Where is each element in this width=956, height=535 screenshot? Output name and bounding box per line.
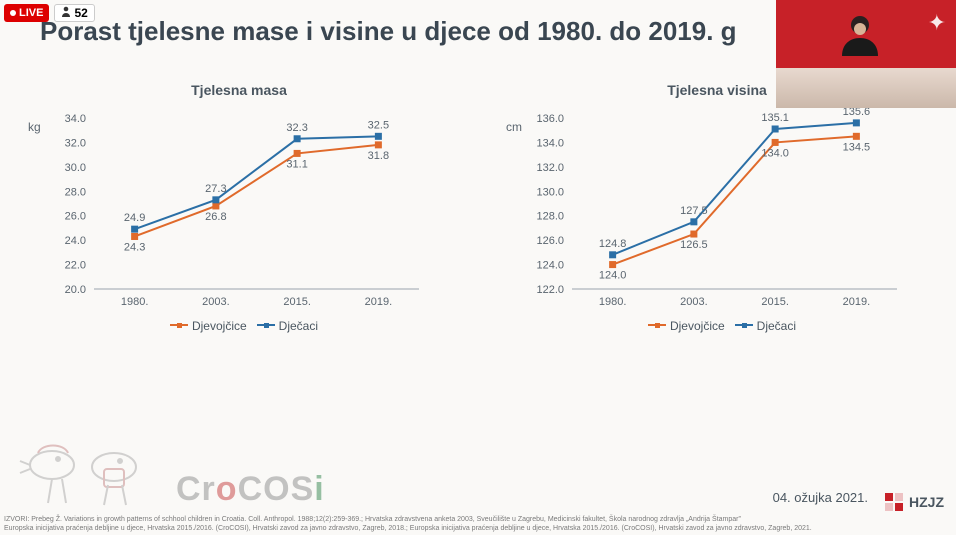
webcam-thumbnail[interactable]: ✦	[776, 0, 956, 108]
source-citation: IZVORI: Prebeg Ž. Variations in growth p…	[4, 516, 952, 533]
live-dot-icon	[10, 10, 16, 16]
svg-text:28.0: 28.0	[65, 186, 86, 198]
viewer-count: 52	[74, 6, 87, 20]
live-badge: LIVE	[4, 4, 49, 22]
svg-text:124.0: 124.0	[536, 260, 564, 272]
svg-text:34.0: 34.0	[65, 113, 86, 125]
svg-text:134.0: 134.0	[536, 137, 564, 149]
svg-text:32.5: 32.5	[368, 119, 389, 131]
svg-text:24.0: 24.0	[65, 235, 86, 247]
svg-text:22.0: 22.0	[65, 260, 86, 272]
live-text: LIVE	[19, 7, 43, 19]
slide-date: 04. ožujka 2021.	[773, 490, 868, 505]
brand-block: CroCOSi	[18, 427, 325, 509]
svg-text:135.6: 135.6	[843, 108, 871, 118]
svg-text:136.0: 136.0	[536, 113, 564, 125]
chart-svg: 122.0 124.0 126.0 128.0 130.0 132.0 134.0 136.0…	[517, 108, 917, 313]
svg-text:24.9: 24.9	[124, 212, 145, 224]
agency-block: HZJZ	[885, 493, 944, 511]
legend: Djevojčice Dječaci	[20, 319, 458, 333]
svg-text:31.8: 31.8	[368, 150, 389, 162]
svg-text:32.0: 32.0	[65, 137, 86, 149]
svg-text:31.1: 31.1	[286, 158, 307, 170]
svg-text:2003.: 2003.	[202, 296, 230, 308]
svg-text:20.0: 20.0	[65, 284, 86, 296]
topbar: LIVE 52	[4, 4, 95, 22]
legend-swatch	[170, 324, 188, 326]
svg-text:2019.: 2019.	[843, 296, 871, 308]
svg-text:134.5: 134.5	[843, 141, 871, 153]
webcam-desk	[776, 68, 956, 108]
svg-text:134.0: 134.0	[761, 147, 789, 159]
svg-text:122.0: 122.0	[536, 284, 564, 296]
svg-text:135.1: 135.1	[761, 112, 789, 124]
svg-text:2003.: 2003.	[680, 296, 708, 308]
footer: CroCOSi 04. ožujka 2021. HZJZ IZVORI: Pr…	[0, 430, 956, 535]
svg-text:2019.: 2019.	[365, 296, 393, 308]
legend-swatch	[735, 324, 753, 326]
svg-text:26.8: 26.8	[205, 211, 226, 223]
legend-swatch	[257, 324, 275, 326]
svg-text:2015.: 2015.	[761, 296, 789, 308]
hzjz-logo-icon	[885, 493, 903, 511]
legend-label: Dječaci	[279, 319, 318, 333]
brand-text: CroCOSi	[176, 470, 325, 509]
svg-text:26.0: 26.0	[65, 211, 86, 223]
svg-text:127.5: 127.5	[680, 205, 708, 217]
svg-text:130.0: 130.0	[536, 186, 564, 198]
svg-text:1980.: 1980.	[599, 296, 627, 308]
svg-text:24.3: 24.3	[124, 241, 145, 253]
svg-text:2015.: 2015.	[283, 296, 311, 308]
legend-label: Djevojčice	[192, 319, 247, 333]
mascot-icon	[18, 427, 158, 509]
svg-text:128.0: 128.0	[536, 211, 564, 223]
svg-text:32.3: 32.3	[286, 122, 307, 134]
svg-text:30.0: 30.0	[65, 162, 86, 174]
svg-text:126.5: 126.5	[680, 239, 708, 251]
svg-text:126.0: 126.0	[536, 235, 564, 247]
chart: Tjelesna visina cm122.0124.0126.0128.013…	[478, 82, 956, 382]
chart-title: Tjelesna masa	[20, 82, 458, 98]
legend-label: Djevojčice	[670, 319, 725, 333]
chart-svg: 20.0 22.0 24.0 26.0 28.0 30.0 32.0 34.0 1980. 200…	[39, 108, 439, 313]
person-icon	[61, 6, 71, 20]
svg-text:1980.: 1980.	[121, 296, 149, 308]
legend-label: Dječaci	[757, 319, 796, 333]
agency-label: HZJZ	[909, 494, 944, 510]
legend-swatch	[648, 324, 666, 326]
y-unit-label: cm	[506, 120, 522, 134]
viewers-badge: 52	[54, 4, 94, 22]
svg-text:124.0: 124.0	[599, 270, 627, 282]
svg-text:124.8: 124.8	[599, 238, 627, 250]
y-unit-label: kg	[28, 120, 41, 134]
svg-text:132.0: 132.0	[536, 162, 564, 174]
page-title: Porast tjelesne mase i visine u djece od…	[40, 16, 737, 47]
charts-container: Tjelesna masa kg 20.0 22.0 24.0 26.0 28.0 30.0…	[0, 82, 956, 382]
legend: Djevojčice Dječaci	[498, 319, 936, 333]
presenter-silhouette-icon	[838, 12, 882, 56]
chart: Tjelesna masa kg 20.0 22.0 24.0 26.0 28.0 30.0…	[0, 82, 478, 382]
svg-text:27.3: 27.3	[205, 183, 226, 195]
webcam-decor-icon: ✦	[928, 10, 946, 36]
